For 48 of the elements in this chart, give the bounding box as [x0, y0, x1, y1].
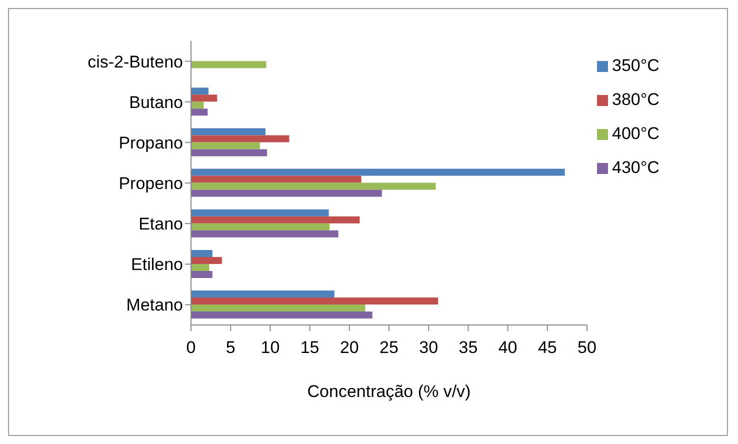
x-tick-label: 40	[498, 338, 518, 358]
bar	[191, 256, 222, 264]
y-tick-label: Metano	[126, 296, 183, 315]
bar	[191, 176, 362, 183]
bar	[191, 94, 218, 102]
legend-label: 400°C	[612, 124, 660, 143]
x-tick-label: 5	[226, 338, 236, 358]
legend-label: 430°C	[612, 158, 660, 177]
legend-label: 350°C	[612, 56, 660, 75]
x-tick-label: 35	[458, 338, 478, 358]
legend-label: 380°C	[612, 90, 660, 109]
bar	[191, 61, 266, 68]
bar	[191, 230, 338, 238]
x-tick-label: 45	[538, 338, 557, 358]
bar	[191, 108, 208, 116]
bar	[191, 190, 382, 197]
x-tick-label: 10	[260, 338, 280, 358]
bar	[191, 304, 366, 312]
y-tick-label: cis-2-Buteno	[88, 52, 183, 72]
bar	[191, 168, 565, 176]
bar	[191, 216, 360, 224]
y-tick-label: Etano	[138, 214, 183, 234]
x-axis-title: Concentração (% v/v)	[307, 382, 471, 401]
bar	[191, 250, 212, 257]
bar	[191, 270, 212, 278]
bar	[191, 312, 372, 319]
y-tick-label: Etileno	[131, 255, 183, 274]
bar	[191, 128, 266, 136]
bar	[191, 298, 438, 305]
y-tick-label: Propano	[118, 133, 183, 152]
x-tick-label: 25	[380, 338, 398, 358]
bar	[191, 264, 210, 271]
bar	[191, 102, 204, 109]
y-tick-label: Butano	[129, 92, 183, 112]
x-tick-label: 0	[186, 338, 196, 358]
bar	[191, 135, 290, 142]
y-tick-label: Propeno	[118, 174, 183, 194]
bar	[191, 209, 329, 216]
bar	[191, 223, 330, 230]
bar	[191, 142, 260, 150]
x-tick-label: 50	[578, 338, 596, 358]
x-tick-label: 30	[419, 338, 438, 358]
bar	[191, 88, 208, 95]
bar	[191, 149, 268, 156]
x-tick-label: 15	[300, 338, 320, 358]
bar	[191, 290, 334, 298]
x-tick-label: 20	[340, 338, 359, 358]
bar	[191, 182, 436, 190]
